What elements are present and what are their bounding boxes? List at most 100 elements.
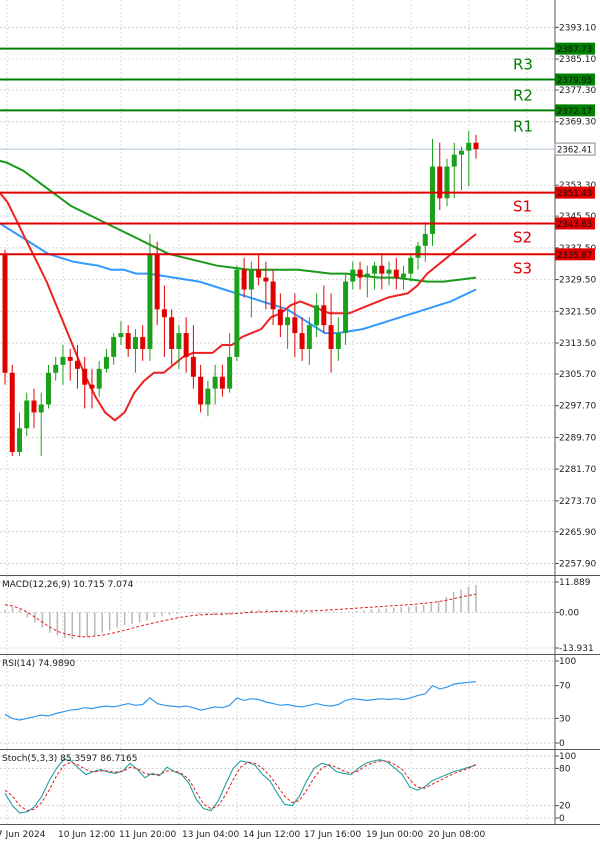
tick-label: 30 bbox=[559, 714, 571, 724]
stoch-panel: 100 80 20 0 Stoch(5,3,3) 85.3597 86.7165 bbox=[0, 750, 600, 825]
last-price-label: 2362.41 bbox=[557, 146, 592, 156]
candle-body bbox=[169, 317, 175, 349]
tick-label: 2313.50 bbox=[559, 339, 596, 349]
candle-body bbox=[270, 281, 276, 310]
level-price-box bbox=[555, 104, 595, 117]
level-price-label: 2372.17 bbox=[557, 107, 592, 117]
candle-body bbox=[401, 273, 407, 278]
x-tick-label: 19 Jun 00:00 bbox=[366, 830, 423, 840]
candle-body bbox=[147, 253, 153, 349]
tick-label: 2273.70 bbox=[559, 497, 596, 507]
candle-body bbox=[321, 305, 327, 326]
candle-body bbox=[386, 269, 392, 274]
level-price-box bbox=[555, 248, 595, 261]
candle-body bbox=[24, 400, 30, 429]
candle-body bbox=[314, 305, 320, 326]
tick-label: -13.931 bbox=[559, 644, 594, 654]
candle-body bbox=[256, 269, 262, 278]
level-name-s2: S2 bbox=[513, 228, 532, 246]
candle-body bbox=[234, 269, 240, 357]
candle-body bbox=[67, 356, 73, 361]
tick-label: 100 bbox=[559, 657, 576, 667]
candle-body bbox=[219, 376, 225, 389]
tick-label: 2321.50 bbox=[559, 307, 596, 317]
level-name-s3: S3 bbox=[513, 259, 532, 277]
level-price-label: 2379.95 bbox=[557, 76, 592, 86]
time-axis: 7 Jun 2024 10 Jun 12:00 11 Jun 20:00 13 Jun… bbox=[0, 830, 485, 840]
level-name-r1: R1 bbox=[513, 117, 533, 135]
candle-body bbox=[277, 309, 283, 326]
level-price-box bbox=[555, 217, 595, 230]
tick-label: 2305.70 bbox=[559, 370, 596, 380]
tick-label: 2297.70 bbox=[559, 402, 596, 412]
ma-green-line bbox=[0, 159, 477, 283]
level-name-r3: R3 bbox=[513, 56, 533, 74]
candle-body bbox=[451, 154, 457, 167]
candle-body bbox=[241, 269, 247, 290]
level-name-s1: S1 bbox=[513, 198, 532, 216]
tick-label: 2377.30 bbox=[559, 86, 596, 96]
tick-label: 2257.90 bbox=[559, 560, 596, 570]
tick-label: 100 bbox=[559, 752, 576, 762]
x-tick-label: 20 Jun 08:00 bbox=[428, 830, 485, 840]
candle-body bbox=[473, 142, 479, 150]
candle-body bbox=[118, 333, 124, 338]
candle-body bbox=[111, 337, 117, 357]
tick-label: 2345.50 bbox=[559, 212, 596, 222]
level-price-box bbox=[555, 42, 595, 55]
level-price-label: 2343.65 bbox=[557, 220, 592, 230]
macd-signal-line bbox=[4, 593, 477, 638]
candle-body bbox=[45, 372, 51, 405]
candle-body bbox=[16, 428, 22, 453]
tick-label: 2289.70 bbox=[559, 433, 596, 443]
stoch-d-line bbox=[4, 760, 477, 812]
candle-body bbox=[285, 317, 291, 326]
macd-label: MACD(12,26,9) 10.715 7.074 bbox=[2, 580, 134, 590]
rsi-panel: 100 70 30 0 RSI(14) 74.9890 bbox=[0, 655, 600, 750]
candle-body bbox=[372, 265, 378, 274]
stoch-label: Stoch(5,3,3) 85.3597 86.7165 bbox=[2, 754, 137, 764]
candle-body bbox=[38, 404, 44, 413]
candle-body bbox=[422, 233, 428, 246]
tick-label: 2281.70 bbox=[559, 465, 596, 475]
candle-body bbox=[415, 245, 421, 258]
candle-body bbox=[140, 337, 146, 349]
tick-label: 0 bbox=[559, 814, 565, 824]
rsi-label: RSI(14) 74.9890 bbox=[2, 659, 75, 669]
level-price-label: 2351.43 bbox=[557, 189, 592, 199]
candle-body bbox=[306, 325, 312, 349]
candle-body bbox=[161, 309, 167, 318]
tick-label: 2369.30 bbox=[559, 118, 596, 128]
candle-body bbox=[154, 253, 160, 310]
candle-body bbox=[2, 253, 8, 373]
level-name-r2: R2 bbox=[513, 87, 533, 105]
candle-body bbox=[60, 356, 66, 365]
level-price-box bbox=[555, 73, 595, 86]
candle-body bbox=[132, 337, 138, 349]
candle-body bbox=[328, 325, 334, 349]
candle-body bbox=[31, 400, 37, 413]
candle-body bbox=[292, 317, 298, 334]
tick-label: 0.00 bbox=[559, 608, 579, 618]
candle-body bbox=[459, 150, 465, 155]
price-panel: 2393.10 2385.10 2377.30 2369.30 2353.30 2345.… bbox=[0, 0, 600, 576]
tick-label: 2329.50 bbox=[559, 276, 596, 286]
candle-body bbox=[350, 269, 356, 282]
candle-body bbox=[379, 265, 385, 274]
tick-label: 0 bbox=[559, 739, 565, 749]
candle-body bbox=[205, 388, 211, 405]
candle-body bbox=[263, 277, 269, 282]
candle-body bbox=[183, 333, 189, 357]
candle-body bbox=[125, 333, 131, 349]
candle-body bbox=[393, 269, 399, 278]
macd-panel: 11.889 0.00 -13.931 MACD(12,26,9) 10.715 7.… bbox=[0, 576, 600, 655]
candle-body bbox=[176, 333, 182, 349]
level-price-label: 2387.73 bbox=[557, 45, 592, 55]
x-tick-label: 17 Jun 16:00 bbox=[304, 830, 361, 840]
candle-body bbox=[82, 368, 88, 385]
candle-body bbox=[357, 269, 363, 278]
x-tick-label: 14 Jun 12:00 bbox=[243, 830, 300, 840]
candle-body bbox=[190, 356, 196, 377]
candle-body bbox=[227, 356, 233, 389]
candle-body bbox=[299, 333, 305, 349]
